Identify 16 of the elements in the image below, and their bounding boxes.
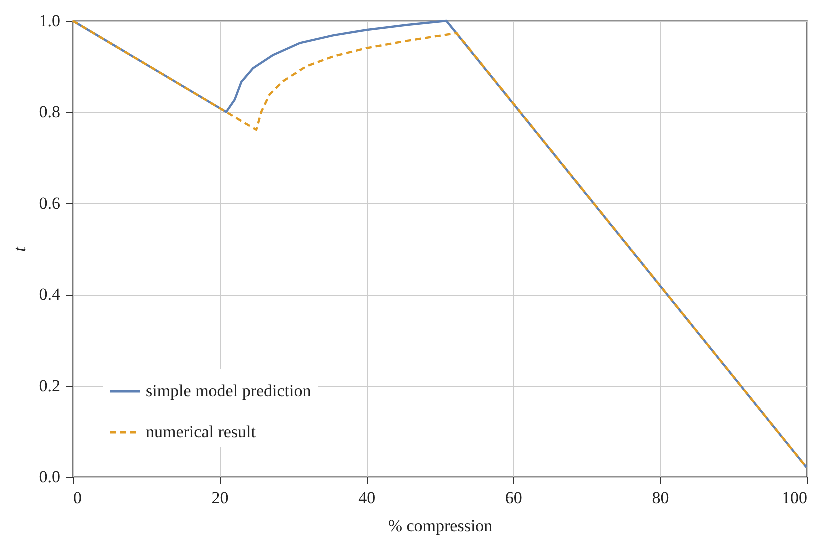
y-axis-title: t xyxy=(10,246,30,252)
x-tick-label: 0 xyxy=(74,488,82,508)
x-tick-label: 100 xyxy=(782,488,808,508)
y-tick-label: 0.2 xyxy=(39,376,60,396)
legend-label: simple model prediction xyxy=(146,382,312,400)
x-tick-label: 40 xyxy=(358,488,376,508)
y-tick-label: 0.4 xyxy=(39,285,61,304)
y-tick-label: 0.0 xyxy=(39,468,60,486)
y-tick-label: 1.0 xyxy=(39,12,60,30)
y-tick-label: 0.6 xyxy=(39,194,60,213)
y-tick-label: 0.8 xyxy=(39,102,60,122)
x-tick-label: 80 xyxy=(652,488,670,508)
legend-label: numerical result xyxy=(146,422,256,442)
x-axis-title: % compression xyxy=(388,516,494,536)
x-tick-label: 60 xyxy=(505,488,522,508)
x-tick-label: 20 xyxy=(212,488,229,508)
